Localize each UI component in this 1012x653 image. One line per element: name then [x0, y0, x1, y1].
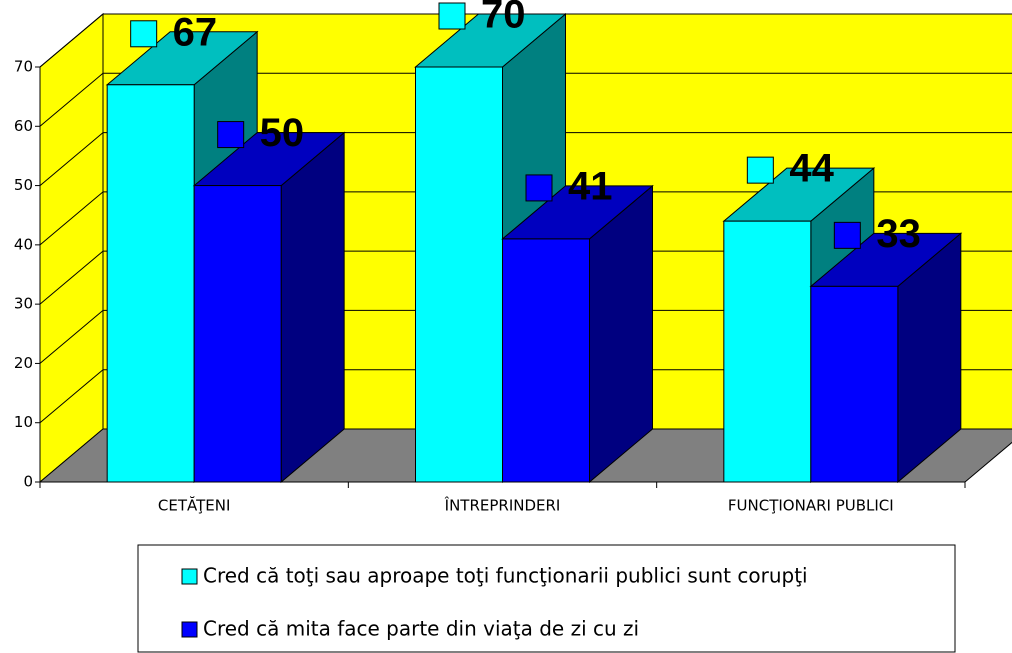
x-tick-label: FUNCŢIONARI PUBLICI — [728, 497, 894, 515]
grid-line — [39, 250, 104, 305]
y-tick-label: 70 — [14, 58, 33, 76]
grid-line — [39, 132, 104, 186]
bar — [193, 185, 282, 483]
data-label-marker — [746, 156, 774, 184]
x-tick-label: ÎNTREPRINDERI — [444, 496, 561, 515]
legend-label: Cred că mita face parte din viaţa de zi … — [203, 617, 639, 641]
legend-marker — [181, 621, 198, 638]
data-label: 33 — [876, 212, 921, 256]
y-tick-label: 0 — [23, 473, 33, 491]
grid-line — [39, 191, 104, 246]
data-label: 50 — [260, 111, 305, 155]
bar — [723, 220, 812, 483]
bar-side — [280, 131, 345, 484]
grid-line — [39, 13, 104, 68]
legend-marker — [181, 568, 198, 585]
data-label-marker — [438, 2, 466, 30]
bar — [415, 66, 503, 483]
x-tick-label: CETĂŢENI — [158, 496, 231, 515]
left-wall — [39, 12, 104, 484]
grid-line — [39, 310, 104, 364]
data-label: 70 — [481, 0, 526, 37]
bar — [810, 285, 899, 483]
y-tick-label: 60 — [14, 117, 33, 135]
bar — [502, 238, 590, 483]
data-label: 41 — [568, 164, 613, 208]
data-label-marker — [130, 20, 158, 48]
data-label-marker — [833, 221, 861, 249]
y-tick-label: 40 — [14, 235, 33, 253]
y-tick-label: 10 — [14, 413, 33, 431]
data-label-marker — [217, 121, 245, 149]
y-tick-label: 20 — [14, 354, 33, 372]
bar — [106, 84, 195, 483]
y-tick-label: 30 — [14, 295, 33, 313]
y-tick-label: 50 — [14, 176, 33, 194]
legend-label: Cred că toţi sau aproape toţi funcţionar… — [203, 564, 808, 588]
grid-line — [39, 369, 104, 424]
grid-line — [39, 72, 104, 127]
data-label: 67 — [173, 10, 218, 54]
data-label: 44 — [789, 147, 834, 191]
data-label-marker — [525, 174, 553, 202]
legend — [137, 544, 956, 653]
